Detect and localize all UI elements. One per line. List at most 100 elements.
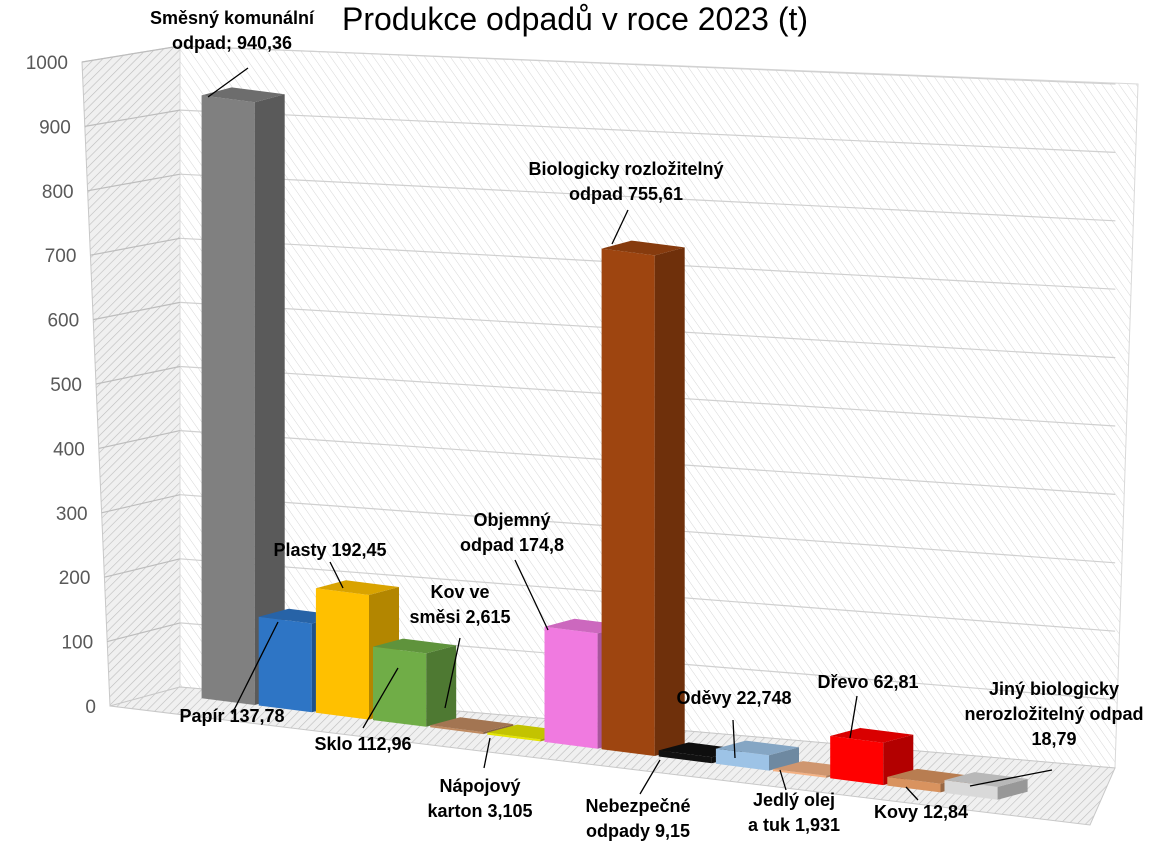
data-label-line: Plasty 192,45 xyxy=(273,540,386,560)
data-label-line: nerozložitelný odpad xyxy=(964,704,1143,724)
leader-line xyxy=(231,621,279,715)
bar-side xyxy=(997,778,1028,800)
bar-front xyxy=(715,748,769,771)
y-tick-label: 200 xyxy=(59,568,91,589)
y-tick-label: 300 xyxy=(56,504,88,525)
data-label-line: Dřevo 62,81 xyxy=(817,672,918,692)
bar-front xyxy=(944,780,998,800)
data-label-line: Oděvy 22,748 xyxy=(676,688,791,708)
data-label-line: Biologicky rozložitelný xyxy=(528,159,723,179)
leader-line xyxy=(207,67,249,98)
gridline-back xyxy=(179,109,1116,153)
data-label: Oděvy 22,748 xyxy=(676,688,792,759)
leader-line xyxy=(732,719,736,759)
y-tick-label: 500 xyxy=(50,375,82,396)
data-label-line: 18,79 xyxy=(1031,729,1076,749)
y-tick-label: 700 xyxy=(45,246,77,267)
gridline-side xyxy=(95,365,181,385)
bar-top xyxy=(715,740,799,756)
bar-side xyxy=(769,747,799,771)
bar xyxy=(944,772,1028,800)
bars xyxy=(201,87,1028,800)
data-label-line: Nebezpečné xyxy=(585,796,690,816)
bar xyxy=(601,240,685,756)
bar-front xyxy=(315,588,369,720)
data-label: Nápojový karton 3,105 xyxy=(427,737,533,821)
leader-line xyxy=(444,637,461,709)
bar-top xyxy=(373,638,457,654)
gridline-side xyxy=(84,109,181,127)
y-tick-label: 400 xyxy=(53,439,85,460)
bar-side xyxy=(426,645,457,727)
side-wall xyxy=(81,45,181,707)
data-label-line: Sklo 112,96 xyxy=(314,734,411,754)
bar-front xyxy=(201,95,255,705)
data-label-line: Jiný biologicky xyxy=(989,679,1119,699)
leader-line xyxy=(514,559,549,631)
data-label: Jedlý olej a tuk 1,931 xyxy=(748,769,840,835)
data-label-line: Objemný xyxy=(473,510,550,530)
bar-front xyxy=(830,736,884,786)
data-label-line: Kovy 12,84 xyxy=(874,802,968,822)
data-label: Objemný odpad 174,8 xyxy=(460,510,564,631)
data-label-line: Jedlý olej xyxy=(753,790,835,810)
bar-front xyxy=(887,776,941,793)
bar-top xyxy=(315,580,399,595)
gridline-side xyxy=(87,173,181,192)
data-label-line: Nápojový xyxy=(439,776,520,796)
bar-front xyxy=(258,616,312,713)
leader-line xyxy=(362,667,399,729)
data-label-line: odpady 9,15 xyxy=(586,821,690,841)
data-label-line: odpad; 940,36 xyxy=(172,33,292,53)
leader-line xyxy=(639,759,661,795)
bar xyxy=(373,638,457,727)
y-tick-label: 1000 xyxy=(26,53,68,74)
data-label-line: Směsný komunální xyxy=(150,8,315,28)
bar xyxy=(201,87,285,705)
gridline-side xyxy=(107,622,181,643)
y-tick-label: 900 xyxy=(39,117,71,138)
leader-line xyxy=(849,695,858,739)
y-tick-label: 600 xyxy=(47,311,79,332)
gridline-side xyxy=(81,45,181,63)
leader-line xyxy=(779,769,787,791)
bar-front xyxy=(487,732,541,742)
bar xyxy=(430,717,514,735)
data-label: Jiný biologicky nerozložitelný odpad 18,79 xyxy=(964,679,1144,787)
bar-top xyxy=(944,772,1028,787)
chart-title-text: Produkce odpadů v roce 2023 (t) xyxy=(342,1,808,37)
bar xyxy=(715,740,799,771)
y-tick-label: 100 xyxy=(61,633,93,654)
bar-front xyxy=(658,750,712,764)
bar-side xyxy=(483,724,514,735)
data-label-line: odpad 174,8 xyxy=(460,535,564,555)
data-label-line: směsi 2,615 xyxy=(409,607,510,627)
floor xyxy=(109,686,1116,826)
data-label: Dřevo 62,81 xyxy=(817,672,919,739)
data-label: Směsný komunální odpad; 940,36 xyxy=(150,8,315,98)
leader-line xyxy=(905,786,919,801)
data-label: Kov ve směsi 2,615 xyxy=(409,582,511,709)
leader-line xyxy=(611,209,629,245)
data-label-line: odpad 755,61 xyxy=(569,184,683,204)
data-label: Kovy 12,84 xyxy=(874,786,968,822)
y-tick-label: 800 xyxy=(42,182,74,203)
data-label: Plasty 192,45 xyxy=(273,540,387,589)
bar-front xyxy=(773,769,827,778)
gridline-side xyxy=(104,558,181,578)
gridline-side xyxy=(90,237,181,256)
bar-top xyxy=(430,717,514,733)
data-label: Sklo 112,96 xyxy=(314,667,412,754)
gridline-side xyxy=(93,301,181,321)
bar-front xyxy=(601,248,655,756)
y-tick-label: 0 xyxy=(85,697,96,718)
y-axis-ticks: 0 100 200 300 400 500 600 700 800 900 1000 xyxy=(26,53,96,718)
data-label-line: karton 3,105 xyxy=(427,801,532,821)
leader-line xyxy=(969,769,1053,787)
chart-title: Produkce odpadů v roce 2023 (t) xyxy=(342,1,808,37)
data-labels: Směsný komunální odpad; 940,36 Papír 137,7… xyxy=(150,8,1144,841)
gridline-back xyxy=(179,173,1116,222)
leader-line xyxy=(329,561,344,589)
data-label-line: a tuk 1,931 xyxy=(748,815,840,835)
